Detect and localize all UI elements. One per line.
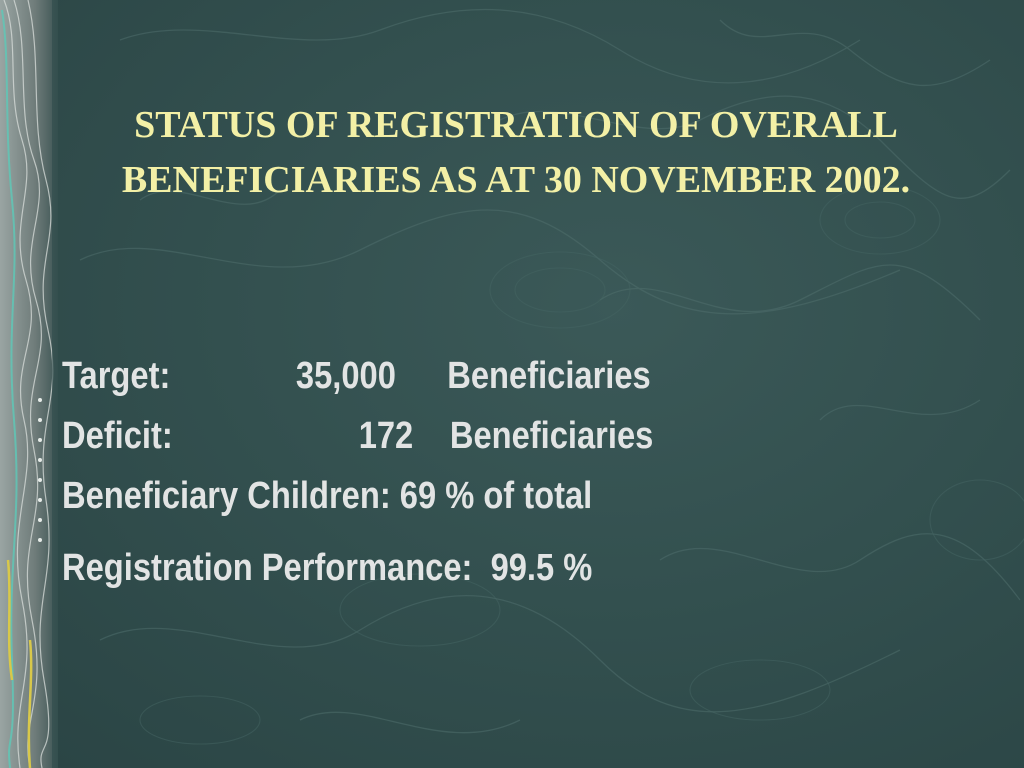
target-unit: Beneficiaries	[447, 355, 651, 397]
deficit-label: Deficit:	[62, 415, 173, 457]
statistics-list: Target: 35,000 Beneficiaries Deficit: 17…	[62, 346, 836, 598]
target-row: Target: 35,000 Beneficiaries	[62, 346, 836, 406]
deficit-unit: Beneficiaries	[449, 415, 654, 457]
map-edge-strip	[0, 0, 58, 768]
performance-row: Registration Performance: 99.5 %	[62, 538, 836, 598]
deficit-row: Deficit: 172 Beneficiaries	[62, 406, 836, 466]
deficit-value: 172	[358, 415, 414, 457]
slide-title: STATUS OF REGISTRATION OF OVERALL BENEFI…	[121, 104, 911, 201]
children-row: Beneficiary Children: 69 % of total	[62, 466, 836, 526]
target-label: Target:	[62, 355, 171, 397]
performance-text: Registration Performance: 99.5 %	[62, 547, 593, 589]
target-value: 35,000	[295, 355, 396, 397]
children-text: Beneficiary Children: 69 % of total	[62, 475, 593, 517]
